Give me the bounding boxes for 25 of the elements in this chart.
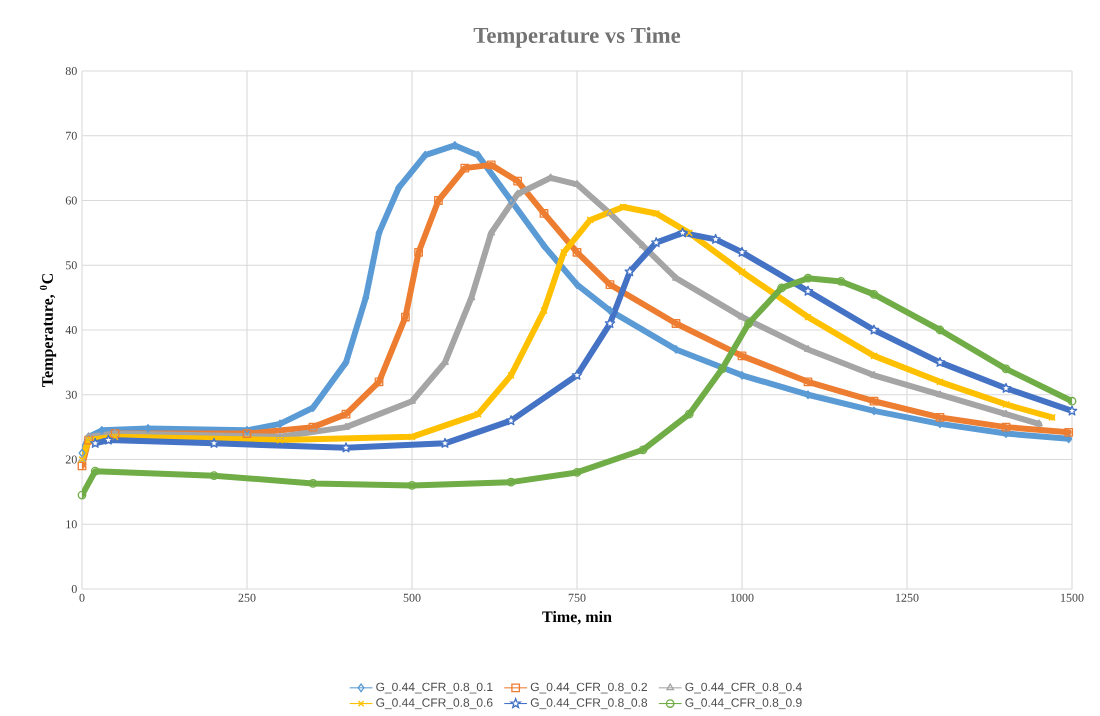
- x-tick-label: 0: [79, 593, 85, 602]
- legend-label: G_0.44_CFR_0.8_0.8: [530, 698, 648, 710]
- y-tick-label: 80: [65, 66, 77, 76]
- x-tick-label: 1500: [1061, 593, 1084, 602]
- x-tick-label: 1000: [731, 593, 754, 602]
- legend-label: G_0.44_CFR_0.8_0.2: [530, 682, 647, 694]
- y-tick-label: 30: [65, 390, 77, 399]
- y-tick-label: 20: [65, 455, 77, 464]
- y-tick-label: 0: [71, 584, 77, 594]
- x-tick-label: 250: [238, 593, 256, 602]
- legend-label: G_0.44_CFR_0.8_0.1: [376, 682, 493, 694]
- x-tick-label: 750: [568, 593, 586, 602]
- y-axis-title: Temperature, $^{0}$C: [39, 274, 57, 387]
- legend-label: G_0.44_CFR_0.8_0.9: [685, 698, 802, 710]
- legend-label: G_0.44_CFR_0.8_0.6: [376, 698, 493, 710]
- y-tick-label: 40: [65, 325, 77, 335]
- y-tick-label: 70: [66, 131, 77, 140]
- legend-label: G_0.44_CFR_0.8_0.4: [685, 682, 802, 694]
- x-axis-title: Time, min: [542, 610, 612, 625]
- y-tick-label: 50: [65, 261, 77, 270]
- x-tick-label: 1250: [896, 593, 919, 602]
- y-tick-label: 60: [65, 196, 77, 205]
- chart-title: Temperature vs Time: [473, 27, 681, 48]
- y-tick-label: 10: [66, 520, 77, 529]
- x-tick-label: 500: [403, 593, 421, 602]
